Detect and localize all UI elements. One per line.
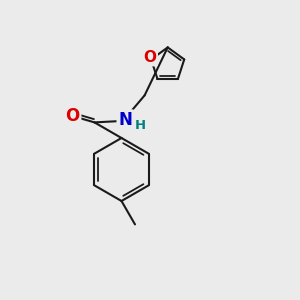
- Text: O: O: [65, 106, 80, 124]
- Text: O: O: [143, 50, 156, 64]
- Text: H: H: [135, 119, 146, 132]
- Text: N: N: [118, 111, 132, 129]
